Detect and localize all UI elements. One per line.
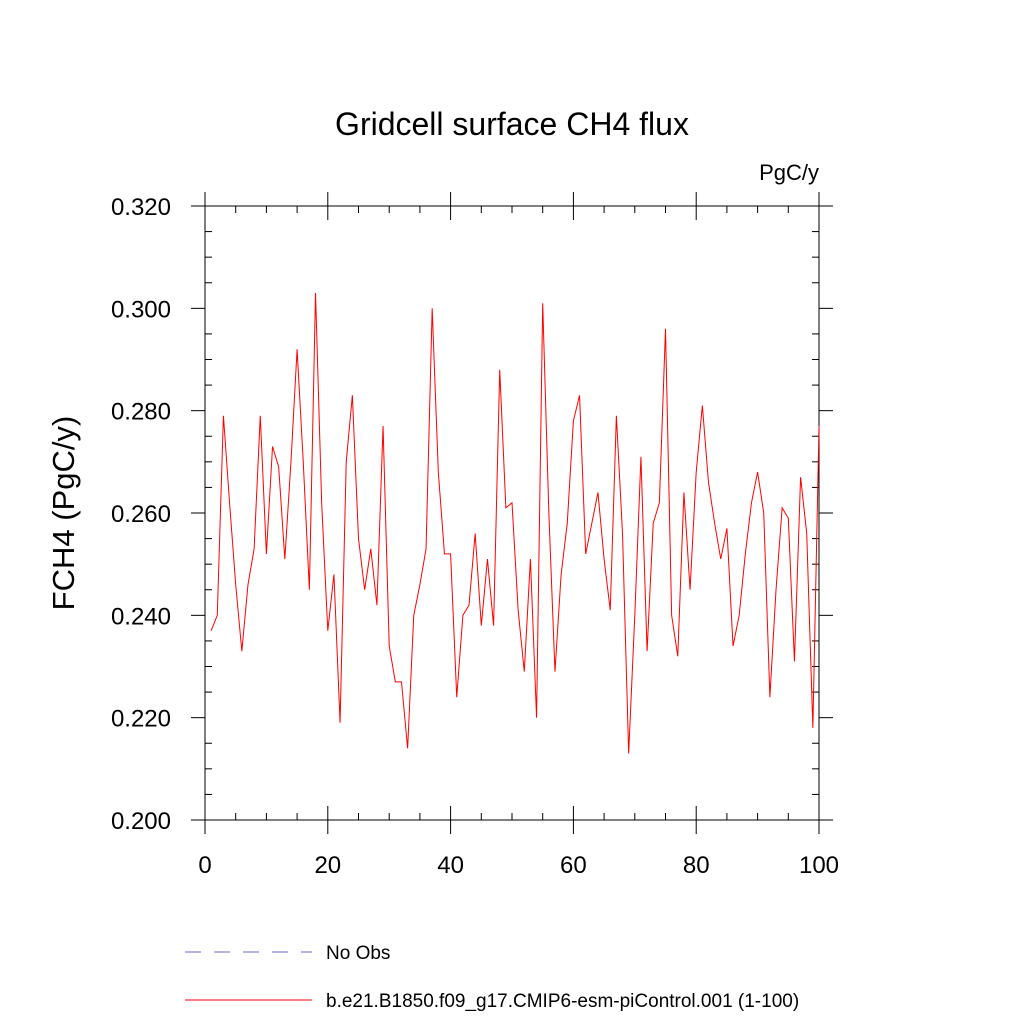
- x-tick-label: 0: [198, 852, 211, 879]
- legend-label: b.e21.B1850.f09_g17.CMIP6-esm-piControl.…: [326, 991, 799, 1012]
- series-line: [210, 292, 820, 754]
- x-tick-label: 100: [799, 852, 839, 879]
- x-tick-label: 20: [314, 852, 341, 879]
- y-tick-label: 0.260: [111, 501, 171, 528]
- legend-label: No Obs: [326, 943, 390, 964]
- chart-title: Gridcell surface CH4 flux: [335, 106, 689, 142]
- y-tick-label: 0.220: [111, 706, 171, 733]
- y-tick-label: 0.300: [111, 296, 171, 323]
- y-tick-label: 0.240: [111, 603, 171, 630]
- y-tick-label: 0.200: [111, 808, 171, 835]
- legend: No Obs b.e21.B1850.f09_g17.CMIP6-esm-piCo…: [185, 943, 799, 1012]
- y-tick-label: 0.320: [111, 194, 171, 221]
- series-layer: [210, 292, 820, 754]
- y-tick-label: 0.280: [111, 399, 171, 426]
- axes: 0 20 40 60 80 100 0.200 0.220 0.240 0.260 0.280 0.3…: [111, 192, 839, 879]
- x-tick-label: 40: [437, 852, 464, 879]
- units-label: PgC/y: [759, 160, 819, 185]
- x-tick-label: 60: [560, 852, 587, 879]
- plot-frame: [204, 205, 820, 821]
- x-tick-label: 80: [683, 852, 710, 879]
- y-axis-label: FCH4 (PgC/y): [46, 416, 81, 611]
